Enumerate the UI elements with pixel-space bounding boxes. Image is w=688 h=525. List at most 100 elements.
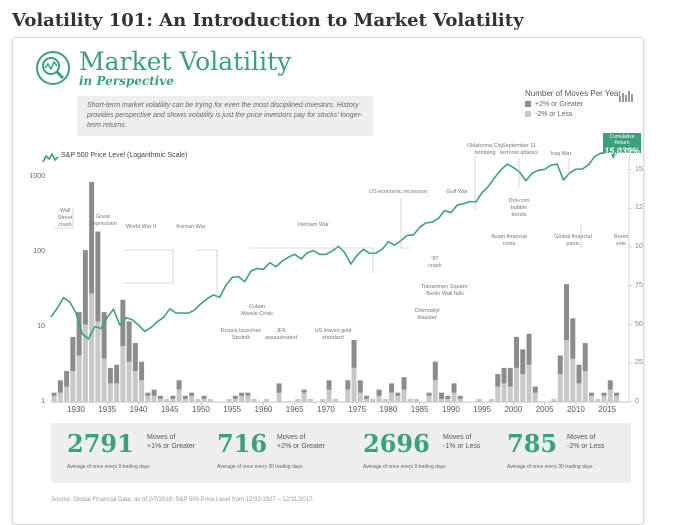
bar-down <box>501 383 507 402</box>
bar-up <box>557 355 563 375</box>
bar-up <box>520 349 526 375</box>
bar-up <box>589 392 595 396</box>
bar-up <box>601 392 607 396</box>
y-left-tick-label: 100 <box>33 247 45 255</box>
bar-up <box>495 374 501 387</box>
bar-up <box>51 392 57 396</box>
bar-down <box>326 389 332 402</box>
magnifier-chart-icon <box>36 51 70 85</box>
bar-down <box>307 398 313 402</box>
event-label: World War II <box>125 224 157 230</box>
bar-up <box>64 371 70 387</box>
stat-foot: Average of once every 30 trading days <box>217 464 303 470</box>
stat-number: 716 <box>217 429 268 458</box>
badge-pointer <box>611 153 617 159</box>
legend-label-down: -2% or Less <box>535 111 573 118</box>
event-label: JFK assassinated <box>264 328 298 341</box>
cumulative-return-badge: Cumulative Return 15,039% <box>603 133 641 156</box>
y-left-tick-label: 1000 <box>29 172 45 180</box>
bar-up <box>89 181 95 294</box>
event-label: September 11 terrorist attacks <box>500 143 538 156</box>
bar-down <box>439 398 445 402</box>
y-left-tick-label: 10 <box>37 322 45 330</box>
y-right-tick-label: 125 <box>635 204 643 212</box>
bar-down <box>414 398 420 402</box>
price-legend-label: S&P 500 Price Level (Logarithmic Scale) <box>61 152 188 159</box>
bar-up <box>176 380 182 390</box>
bar-up <box>182 395 188 399</box>
x-tick-label: 1985 <box>410 405 429 414</box>
bar-up <box>439 392 445 399</box>
event-label: '87 crash <box>428 256 442 269</box>
bar-down <box>251 398 257 402</box>
x-tick-label: 1995 <box>473 405 492 414</box>
bar-down <box>207 398 213 402</box>
bar-down <box>432 380 438 402</box>
bar-up <box>170 395 176 399</box>
bar-down <box>351 367 357 402</box>
bar-down <box>226 398 232 402</box>
x-tick-label: 1940 <box>129 405 148 414</box>
x-tick-label: 1975 <box>348 405 367 414</box>
bar-down <box>157 398 163 402</box>
bar-up <box>82 250 88 325</box>
bar-down <box>357 392 363 402</box>
stat-number: 2791 <box>67 429 134 458</box>
bar-down <box>89 293 95 402</box>
event-bracket <box>196 249 218 300</box>
bar-down <box>301 392 307 402</box>
brand-subtitle: in Perspective <box>79 74 174 88</box>
bar-up <box>526 333 532 365</box>
bar-up <box>426 392 432 396</box>
x-tick-label: 2005 <box>535 405 554 414</box>
bar-down <box>614 395 620 402</box>
bar-up <box>232 395 238 399</box>
bar-down <box>589 395 595 402</box>
y-right-tick-label: 50 <box>635 320 643 328</box>
bar-up <box>364 395 370 399</box>
bar-up <box>570 318 576 359</box>
event-label: Gulf War <box>446 189 468 195</box>
event-label: Tiananmen Square; Berlin Wall falls <box>420 284 470 297</box>
x-tick-label: 1935 <box>98 405 117 414</box>
bar-down <box>70 371 76 402</box>
event-label: Vietnam War <box>297 222 329 228</box>
bar-up <box>101 312 107 359</box>
event-label: Great Depression <box>89 214 117 227</box>
bar-down <box>164 398 170 402</box>
bar-down <box>264 398 270 402</box>
bar-up <box>95 231 101 322</box>
bar-up <box>114 364 120 384</box>
legend-bars-icon <box>622 93 624 102</box>
bar-up <box>151 389 157 396</box>
cumulative-label: Cumulative Return <box>609 134 635 146</box>
bar-down <box>489 398 495 402</box>
legend-bars-icon <box>631 94 633 102</box>
bar-down <box>120 346 126 402</box>
bar-down <box>382 398 388 402</box>
bar-down <box>182 398 188 402</box>
event-label: Global financial panic <box>554 234 592 247</box>
x-tick-label: 1965 <box>285 405 304 414</box>
bar-down <box>601 395 607 402</box>
bar-up <box>457 395 463 399</box>
cumulative-value: 15,039% <box>604 146 640 156</box>
stat-desc: Moves of +2% or Greater <box>277 434 326 450</box>
legend-swatch-down <box>525 111 531 118</box>
bar-down <box>564 340 570 402</box>
bar-down <box>526 364 532 402</box>
bar-up <box>351 340 357 368</box>
event-label: US leaves gold standard <box>314 328 352 341</box>
event-label: Russia launches Sputnik <box>220 328 262 341</box>
legend-item-up: +2% or Greater <box>525 101 583 108</box>
bar-up <box>507 367 513 387</box>
bar-up <box>189 392 195 396</box>
bar-down <box>495 386 501 402</box>
bar-down <box>51 395 57 402</box>
legend-label-up: +2% or Greater <box>535 101 584 108</box>
bar-up <box>607 380 613 390</box>
bar-down <box>570 358 576 402</box>
bar-down <box>232 398 238 402</box>
bar-up <box>276 383 282 393</box>
bar-down <box>445 398 451 402</box>
